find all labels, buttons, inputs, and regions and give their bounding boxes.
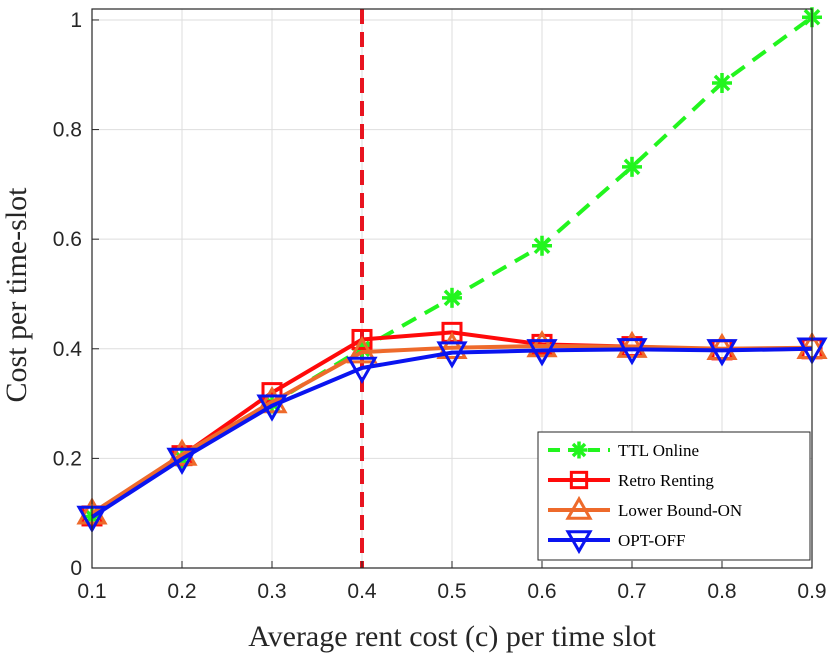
series-line [90,346,813,519]
x-tick-label: 0.1 [77,580,106,603]
square-marker [351,328,373,350]
series-group [76,7,828,534]
x-tick-label: 0.6 [527,580,556,603]
triangle-up-marker [565,495,593,520]
series-opt-off [76,337,828,534]
legend: TTL Online Retro Renting Lower Bound-ON OPT… [537,431,811,561]
asterisk-marker [712,72,732,93]
y-tick-label: 0 [70,557,82,580]
y-tick-label: 0.2 [53,447,82,470]
y-tick-label: 0.4 [53,338,83,361]
legend-item: OPT-OFF [548,530,685,555]
square-marker [569,470,589,490]
legend-label: TTL Online [618,441,699,460]
x-tick-label: 0.2 [167,580,196,603]
x-axis-title: Average rent cost (c) per time slot [248,620,656,653]
asterisk-marker [442,287,462,308]
triangle-up-marker [706,332,738,361]
legend-label: Retro Renting [618,471,714,490]
y-tick-label: 0.8 [53,119,82,142]
x-tick-label: 0.7 [617,580,646,603]
x-tick-label: 0.3 [257,580,286,603]
x-tick-label: 0.5 [437,580,466,603]
triangle-down-marker [526,339,558,367]
triangle-down-marker [436,341,468,369]
y-tick-label: 1 [70,9,82,32]
legend-label: OPT-OFF [618,531,685,550]
legend-label: Lower Bound-ON [618,501,742,520]
asterisk-marker [622,156,642,177]
triangle-up-marker [346,336,378,364]
series-line [90,344,813,515]
triangle-down-marker [616,338,648,366]
asterisk-marker [532,235,552,256]
triangle-down-marker [706,339,738,367]
legend-item: TTL Online [548,441,699,460]
legend-item: Retro Renting [548,470,714,490]
triangle-down-marker [256,394,288,422]
plot-frame [91,8,813,569]
x-tick-label: 0.8 [707,580,736,603]
x-tick-label: 0.9 [797,580,826,603]
axes: 0.1 0.2 0.3 0.4 0.5 0.6 0.7 0.8 0.9 0 0.2 0.4 0.6 0.8… [53,8,827,603]
x-tick-label: 0.4 [347,580,377,603]
triangle-up-marker [436,331,468,359]
triangle-up-marker [256,385,288,414]
legend-item: Lower Bound-ON [548,495,742,520]
triangle-down-marker [166,447,198,475]
asterisk-marker [570,441,588,459]
y-axis-title: Cost per time-slot [0,187,33,403]
y-tick-label: 0.6 [53,228,82,251]
triangle-down-marker [565,530,593,555]
square-marker [441,321,463,343]
triangle-up-marker [526,330,558,358]
triangle-up-marker [616,330,648,358]
triangle-down-marker [346,356,378,384]
